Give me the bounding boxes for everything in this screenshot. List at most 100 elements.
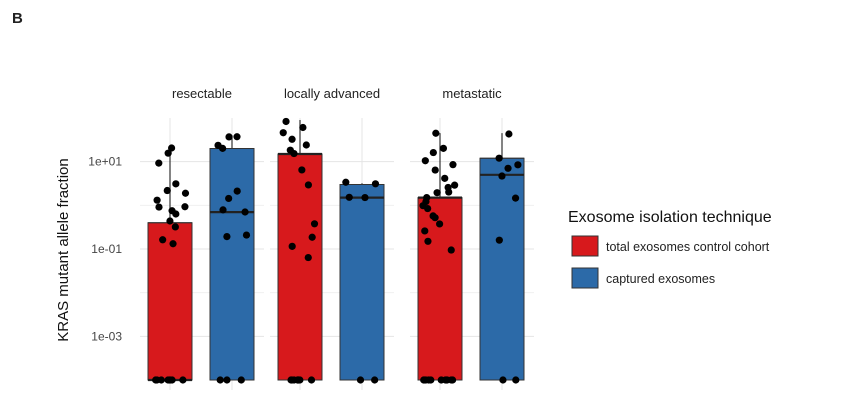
data-point	[153, 196, 161, 204]
data-point	[169, 240, 177, 248]
data-point	[498, 172, 506, 180]
data-point	[155, 203, 163, 211]
data-point	[420, 376, 428, 384]
data-point	[304, 181, 313, 189]
data-point	[429, 148, 437, 157]
data-point	[431, 166, 439, 174]
data-point	[499, 376, 507, 384]
data-point	[421, 227, 429, 235]
data-point	[152, 376, 160, 384]
data-point	[223, 232, 231, 241]
data-point	[512, 376, 520, 384]
data-point	[179, 376, 187, 384]
data-point	[242, 231, 251, 239]
data-point	[164, 149, 172, 157]
data-point	[288, 242, 296, 250]
legend-key	[571, 235, 599, 257]
bar	[147, 222, 193, 381]
data-point	[288, 135, 296, 143]
data-point	[511, 194, 520, 202]
legend: Exosome isolation technique total exosom…	[568, 209, 772, 289]
data-point	[342, 178, 350, 186]
legend-title: Exosome isolation technique	[568, 209, 772, 226]
data-point	[307, 376, 316, 384]
data-point	[299, 123, 307, 132]
data-point	[310, 220, 319, 228]
data-point	[155, 159, 163, 167]
panel-label: B	[12, 10, 23, 27]
y-tick-label: 1e-03	[91, 329, 122, 343]
data-point	[424, 237, 432, 245]
data-point	[514, 161, 522, 169]
data-point	[157, 376, 165, 384]
y-axis-title: KRAS mutant allele fraction	[55, 158, 72, 341]
facet-panels: resectable locally advanced metastatic	[140, 86, 534, 390]
y-tick-label: 1e-01	[91, 242, 122, 256]
data-point	[181, 189, 190, 197]
data-point	[166, 217, 174, 225]
data-point	[449, 161, 457, 169]
data-point	[423, 193, 431, 202]
data-point	[223, 376, 231, 384]
data-point	[447, 376, 455, 384]
facet-panel: locally advanced	[270, 86, 394, 390]
data-point	[159, 236, 167, 244]
data-point	[436, 220, 444, 228]
data-point	[308, 233, 316, 241]
data-point	[432, 129, 440, 137]
data-point	[439, 144, 448, 152]
y-axis: 1e-03 1e-01 1e+01	[88, 155, 122, 344]
data-point	[233, 187, 241, 195]
facet-title: metastatic	[442, 86, 502, 101]
data-point	[447, 246, 455, 254]
bar	[277, 153, 323, 381]
data-point	[172, 180, 180, 188]
data-point	[371, 180, 380, 188]
data-point	[237, 376, 245, 384]
facet-panel: resectable	[140, 86, 264, 390]
facet-panel: metastatic	[410, 86, 534, 390]
data-point	[241, 208, 249, 216]
data-point	[429, 212, 437, 220]
data-point	[279, 129, 287, 137]
data-point	[421, 157, 429, 165]
data-point	[345, 193, 353, 201]
legend-key	[571, 267, 599, 289]
data-point	[225, 133, 233, 141]
data-point	[304, 253, 312, 262]
data-point	[294, 376, 302, 384]
bar	[209, 148, 255, 381]
data-point	[282, 117, 290, 126]
data-point	[441, 174, 449, 182]
data-point	[166, 376, 174, 384]
facet-title: resectable	[172, 86, 232, 101]
data-point	[361, 193, 369, 202]
data-point	[181, 203, 189, 211]
data-point	[356, 376, 365, 384]
data-point	[437, 376, 445, 384]
data-point	[451, 181, 459, 189]
legend-label: total exosomes control cohort	[606, 240, 770, 254]
data-point	[171, 223, 179, 231]
data-point	[444, 183, 452, 192]
y-tick-label: 1e+01	[88, 155, 122, 169]
data-point	[495, 236, 503, 244]
bar	[339, 183, 385, 381]
data-point	[495, 154, 503, 162]
data-point	[505, 130, 513, 138]
data-point	[167, 144, 176, 152]
data-point	[286, 146, 294, 154]
data-point	[219, 206, 227, 214]
data-point	[214, 141, 222, 149]
data-point	[371, 376, 379, 384]
data-point	[233, 133, 241, 141]
data-point	[504, 164, 512, 172]
data-point	[433, 189, 441, 197]
data-point	[225, 194, 233, 203]
data-point	[287, 376, 295, 384]
data-point	[216, 376, 224, 384]
data-point	[302, 141, 310, 149]
bar	[479, 157, 525, 381]
data-point	[168, 207, 176, 215]
